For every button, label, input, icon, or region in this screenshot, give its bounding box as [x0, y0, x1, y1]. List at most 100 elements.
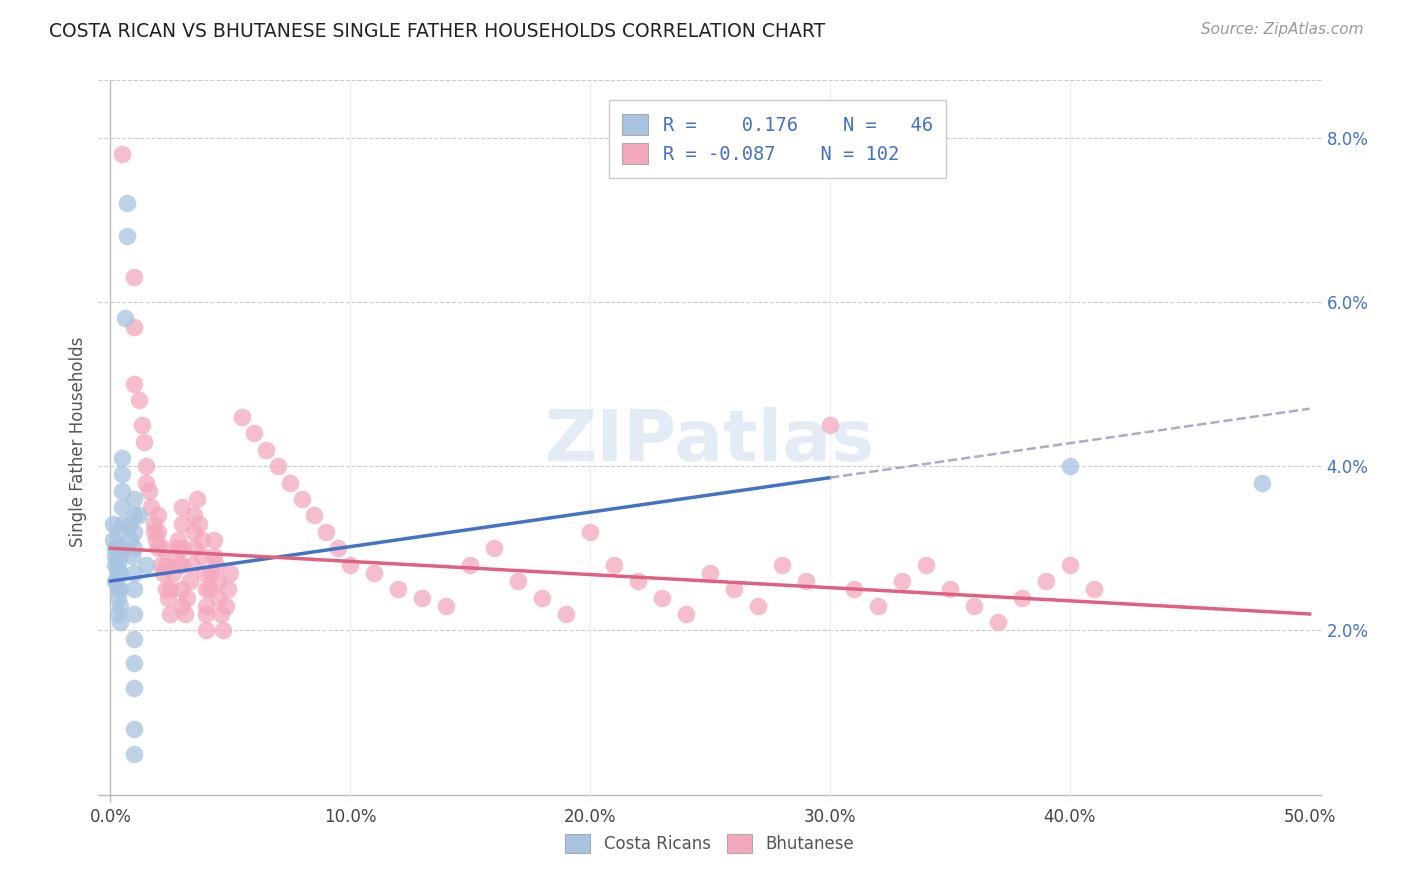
Point — [115, 229, 138, 244]
Point — [169, 558, 191, 572]
Point — [212, 624, 235, 638]
Point — [315, 524, 337, 539]
Point — [1083, 582, 1105, 597]
Point — [132, 434, 155, 449]
Point — [328, 541, 350, 556]
Point — [124, 632, 146, 646]
Point — [111, 483, 134, 498]
Point — [124, 270, 146, 285]
Point — [508, 574, 530, 588]
Point — [603, 558, 626, 572]
Point — [172, 541, 194, 556]
Legend: Costa Ricans, Bhutanese: Costa Ricans, Bhutanese — [558, 827, 862, 860]
Point — [107, 607, 129, 621]
Point — [135, 475, 157, 490]
Point — [148, 541, 170, 556]
Point — [770, 558, 793, 572]
Point — [152, 566, 174, 580]
Point — [214, 599, 236, 613]
Point — [162, 566, 184, 580]
Text: ZIPatlas: ZIPatlas — [546, 407, 875, 476]
Point — [747, 599, 769, 613]
Point — [124, 747, 146, 761]
Point — [124, 607, 146, 621]
Point — [118, 533, 141, 547]
Point — [195, 599, 218, 613]
Text: COSTA RICAN VS BHUTANESE SINGLE FATHER HOUSEHOLDS CORRELATION CHART: COSTA RICAN VS BHUTANESE SINGLE FATHER H… — [49, 22, 825, 41]
Point — [172, 558, 194, 572]
Point — [101, 516, 124, 531]
Point — [118, 516, 141, 531]
Point — [124, 524, 146, 539]
Point — [207, 574, 229, 588]
Point — [172, 582, 194, 597]
Point — [339, 558, 361, 572]
Point — [939, 582, 962, 597]
Point — [104, 549, 127, 564]
Point — [152, 541, 174, 556]
Point — [128, 393, 150, 408]
Point — [173, 607, 195, 621]
Point — [111, 541, 134, 556]
Point — [159, 607, 181, 621]
Point — [124, 566, 146, 580]
Point — [124, 319, 146, 334]
Point — [124, 377, 146, 392]
Point — [111, 500, 134, 515]
Point — [458, 558, 481, 572]
Point — [101, 533, 124, 547]
Point — [193, 566, 215, 580]
Point — [159, 582, 181, 597]
Point — [794, 574, 817, 588]
Point — [363, 566, 385, 580]
Point — [291, 491, 314, 506]
Point — [915, 558, 938, 572]
Point — [108, 566, 131, 580]
Point — [1059, 558, 1081, 572]
Point — [387, 582, 409, 597]
Point — [104, 541, 127, 556]
Point — [111, 467, 134, 482]
Point — [176, 591, 198, 605]
Point — [411, 591, 433, 605]
Point — [482, 541, 505, 556]
Point — [195, 607, 218, 621]
Point — [131, 418, 153, 433]
Point — [107, 558, 129, 572]
Point — [172, 500, 194, 515]
Point — [183, 524, 205, 539]
Point — [188, 516, 211, 531]
Point — [104, 574, 127, 588]
Point — [181, 558, 204, 572]
Point — [108, 549, 131, 564]
Point — [114, 311, 136, 326]
Text: Source: ZipAtlas.com: Source: ZipAtlas.com — [1201, 22, 1364, 37]
Point — [107, 591, 129, 605]
Point — [267, 459, 290, 474]
Point — [148, 524, 170, 539]
Point — [166, 533, 188, 547]
Point — [190, 533, 212, 547]
Point — [243, 426, 266, 441]
Point — [195, 624, 218, 638]
Point — [217, 582, 239, 597]
Point — [107, 582, 129, 597]
Point — [219, 566, 242, 580]
Point — [172, 599, 194, 613]
Point — [278, 475, 301, 490]
Point — [183, 508, 205, 523]
Point — [1011, 591, 1033, 605]
Point — [1059, 459, 1081, 474]
Point — [963, 599, 986, 613]
Point — [1035, 574, 1057, 588]
Point — [699, 566, 721, 580]
Point — [197, 582, 219, 597]
Point — [186, 491, 208, 506]
Point — [434, 599, 457, 613]
Point — [209, 607, 232, 621]
Point — [675, 607, 697, 621]
Point — [135, 558, 157, 572]
Point — [107, 566, 129, 580]
Point — [107, 541, 129, 556]
Y-axis label: Single Father Households: Single Father Households — [69, 336, 87, 547]
